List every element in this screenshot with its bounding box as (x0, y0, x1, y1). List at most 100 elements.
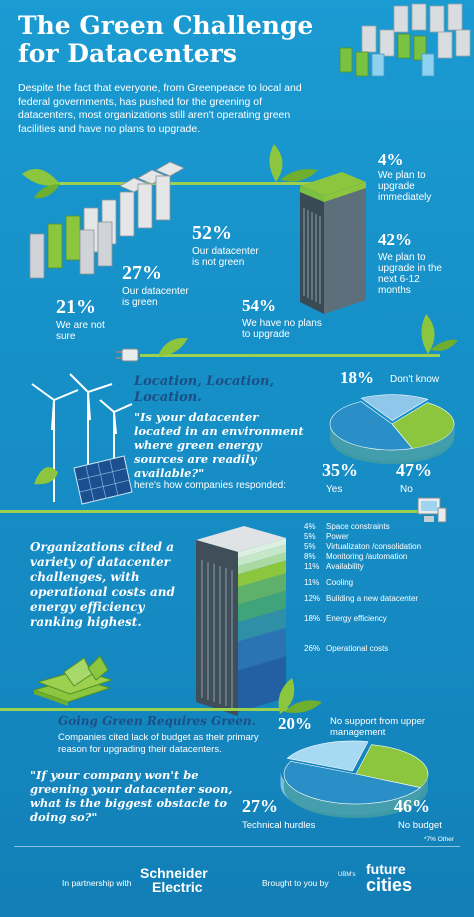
tower-band (238, 590, 286, 623)
stat-not-sure-label: We are not sure (56, 320, 105, 342)
tower-band (238, 538, 286, 559)
challenge-pct: 11% (304, 578, 320, 587)
intro-text: Despite the fact that everyone, from Gre… (18, 82, 302, 135)
pie-slice (355, 744, 429, 788)
tower-band (238, 573, 286, 605)
stat-not-sure-pct: 21% (56, 296, 96, 318)
tower-band (238, 560, 286, 588)
footer-divider (14, 846, 460, 847)
server-cluster-illustration (339, 3, 471, 77)
plan-6-12-label: We plan to upgrade in the next 6-12 mont… (378, 252, 442, 296)
challenge-row: 8% Monitoring /automation (304, 552, 407, 562)
challenge-row: 26% Operational costs (304, 644, 388, 654)
challenge-label: Operational costs (326, 644, 389, 653)
plug-icon (116, 348, 139, 362)
challenge-row: 11% Cooling (304, 578, 353, 588)
leaf-icon (278, 678, 322, 714)
pie-slice-side (284, 774, 428, 818)
obstacle-question: "If your company won't be greening your … (30, 768, 233, 824)
challenge-row: 5% Virtualizaton /consolidation (304, 542, 421, 552)
stat-not-green-label: Our datacenter is not green (192, 246, 259, 268)
responded-text: here's how companies responded: (134, 480, 287, 491)
pie-chart-obstacles (280, 740, 429, 818)
challenge-row: 12% Building a new datacenter (304, 594, 418, 604)
tower-band (238, 544, 286, 567)
challenge-row: 18% Energy efficiency (304, 614, 387, 624)
challenge-row: 4% Space constraints (304, 522, 390, 532)
challenge-row: 11% Availability (304, 562, 364, 572)
challenge-row: 5% Power (304, 532, 349, 542)
computer-icon (417, 497, 447, 523)
challenge-pct: 8% (304, 552, 316, 561)
leaf-icon (269, 144, 318, 182)
green-divider-line (0, 510, 420, 513)
tower-band (238, 552, 286, 575)
pie2-technical-label: Technical hurdles (242, 820, 316, 831)
challenge-pct: 18% (304, 614, 321, 623)
pie2-technical-pct: 27% (242, 796, 278, 816)
ubm-text: UBM's (338, 872, 356, 878)
future-cities-line2: cities (366, 875, 413, 895)
plan-none-pct: 54% (242, 296, 276, 315)
tower-band (238, 627, 286, 671)
going-green-heading: Going Green Requires Green. (58, 714, 256, 728)
green-divider-line (54, 182, 316, 185)
schneider-logo: Schneider Electric (140, 866, 208, 894)
tower-bands (238, 538, 286, 712)
pie-slice-side (330, 424, 454, 464)
location-heading-line2: Location. (134, 390, 202, 405)
pie1-yes-label: Yes (326, 484, 343, 495)
challenge-label: Cooling (326, 578, 354, 587)
title-line-1: The Green Challenge (18, 11, 314, 40)
green-divider-line (140, 354, 440, 357)
brought-text: Brought to you by (262, 878, 329, 888)
challenge-label: Energy efficiency (326, 614, 387, 623)
challenge-pct: 12% (304, 594, 321, 603)
leaf-icon (158, 337, 188, 356)
tower-band (238, 656, 286, 712)
pie-slice (286, 740, 369, 772)
pie-slice (391, 402, 455, 449)
title-line-2: for Datacenters (18, 39, 237, 68)
pie-slice (283, 760, 421, 805)
wind-turbines-illustration (31, 373, 133, 505)
pie-slice (329, 401, 413, 451)
pie2-no-budget-label: No budget (398, 820, 442, 831)
server-racks-illustration (29, 161, 185, 279)
future-cities-logo: future cities (366, 862, 412, 894)
server-tower-illustration (300, 172, 366, 314)
stat-green-label: Our datacenter is green (122, 286, 189, 308)
pie-2-slices (280, 740, 429, 818)
plan-none-label: We have no plans to upgrade (242, 318, 322, 340)
challenge-label: Availability (326, 562, 364, 571)
partnership-text: In partnership with (62, 878, 132, 888)
pie2-no-budget-pct: 46% (394, 796, 430, 816)
challenge-label: Space constraints (326, 522, 390, 531)
plan-immediate-label: We plan to upgrade immediately (378, 170, 432, 203)
pie-1-slices (329, 394, 455, 464)
challenge-label: Monitoring /automation (326, 552, 408, 561)
challenge-pct: 5% (304, 542, 316, 551)
tower-band (238, 608, 286, 642)
challenges-tower-chart (196, 526, 286, 716)
going-green-subtext: Companies cited lack of budget as their … (58, 732, 259, 755)
challenge-pct: 26% (304, 644, 321, 653)
stat-not-green-pct: 52% (192, 222, 232, 244)
challenge-label: Virtualizaton /consolidation (326, 542, 422, 551)
challenge-pct: 11% (304, 562, 320, 571)
green-divider-line (0, 708, 300, 711)
money-stack-icon (32, 655, 114, 706)
stat-green-pct: 27% (122, 262, 162, 284)
leaf-icon (421, 314, 458, 354)
location-heading: Location, Location, Location. (134, 374, 274, 406)
schneider-logo-line2: Electric (152, 879, 203, 895)
location-heading-line1: Location, Location, (134, 374, 275, 389)
plan-immediate-pct: 4% (378, 150, 404, 169)
leaf-icon (22, 168, 60, 199)
plan-6-12-pct: 42% (378, 230, 412, 249)
pie1-no-pct: 47% (396, 460, 432, 480)
challenge-pct: 4% (304, 522, 316, 531)
pie1-dont-know-pct: 18% (340, 368, 374, 387)
pie-slice (360, 394, 429, 422)
